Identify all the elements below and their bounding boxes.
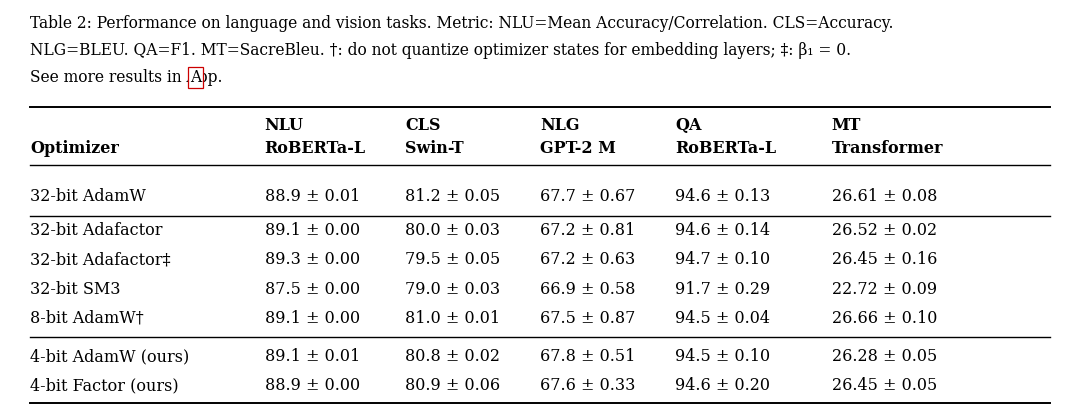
Text: 66.9 ± 0.58: 66.9 ± 0.58	[540, 281, 635, 297]
Text: 26.61 ± 0.08: 26.61 ± 0.08	[832, 189, 937, 205]
Text: 94.7 ± 0.10: 94.7 ± 0.10	[675, 251, 770, 268]
Text: 67.7 ± 0.67: 67.7 ± 0.67	[540, 189, 635, 205]
Text: 89.1 ± 0.00: 89.1 ± 0.00	[265, 310, 360, 327]
Text: 80.9 ± 0.06: 80.9 ± 0.06	[405, 377, 500, 394]
Text: 22.72 ± 0.09: 22.72 ± 0.09	[832, 281, 936, 297]
Text: 4-bit Factor (ours): 4-bit Factor (ours)	[30, 377, 179, 394]
Text: 88.9 ± 0.01: 88.9 ± 0.01	[265, 189, 360, 205]
Text: 94.6 ± 0.20: 94.6 ± 0.20	[675, 377, 770, 394]
Text: 67.8 ± 0.51: 67.8 ± 0.51	[540, 349, 635, 365]
Text: See more results in App.: See more results in App.	[30, 69, 228, 86]
Text: Optimizer: Optimizer	[30, 140, 119, 157]
Text: MT: MT	[832, 117, 861, 134]
Text: 32-bit SM3: 32-bit SM3	[30, 281, 121, 297]
Text: 32-bit Adafactor‡: 32-bit Adafactor‡	[30, 251, 171, 268]
Text: Table 2: Performance on language and vision tasks. Metric: NLU=Mean Accuracy/Cor: Table 2: Performance on language and vis…	[30, 15, 894, 31]
Text: A: A	[190, 69, 201, 86]
Text: 26.45 ± 0.05: 26.45 ± 0.05	[832, 377, 936, 394]
Text: 8-bit AdamW†: 8-bit AdamW†	[30, 310, 144, 327]
Text: 67.2 ± 0.81: 67.2 ± 0.81	[540, 222, 635, 239]
Text: NLU: NLU	[265, 117, 303, 134]
Text: 91.7 ± 0.29: 91.7 ± 0.29	[675, 281, 770, 297]
Text: NLG=BLEU. QA=F1. MT=SacreBleu. †: do not quantize optimizer states for embedding: NLG=BLEU. QA=F1. MT=SacreBleu. †: do not…	[30, 42, 851, 59]
Text: RoBERTa-L: RoBERTa-L	[675, 140, 777, 157]
Text: 32-bit Adafactor: 32-bit Adafactor	[30, 222, 163, 239]
Text: 67.6 ± 0.33: 67.6 ± 0.33	[540, 377, 635, 394]
Text: 94.6 ± 0.14: 94.6 ± 0.14	[675, 222, 770, 239]
Text: 32-bit AdamW: 32-bit AdamW	[30, 189, 146, 205]
Text: CLS: CLS	[405, 117, 441, 134]
Text: 79.0 ± 0.03: 79.0 ± 0.03	[405, 281, 500, 297]
Text: Transformer: Transformer	[832, 140, 943, 157]
Text: 26.66 ± 0.10: 26.66 ± 0.10	[832, 310, 937, 327]
Text: 94.6 ± 0.13: 94.6 ± 0.13	[675, 189, 770, 205]
Text: 94.5 ± 0.04: 94.5 ± 0.04	[675, 310, 770, 327]
Text: Swin-T: Swin-T	[405, 140, 463, 157]
Text: 81.2 ± 0.05: 81.2 ± 0.05	[405, 189, 500, 205]
Text: 26.28 ± 0.05: 26.28 ± 0.05	[832, 349, 936, 365]
Text: 81.0 ± 0.01: 81.0 ± 0.01	[405, 310, 500, 327]
Text: 67.2 ± 0.63: 67.2 ± 0.63	[540, 251, 635, 268]
Text: 4-bit AdamW (ours): 4-bit AdamW (ours)	[30, 349, 189, 365]
Text: 88.9 ± 0.00: 88.9 ± 0.00	[265, 377, 360, 394]
Text: 89.1 ± 0.01: 89.1 ± 0.01	[265, 349, 360, 365]
Text: 26.52 ± 0.02: 26.52 ± 0.02	[832, 222, 936, 239]
Text: 80.0 ± 0.03: 80.0 ± 0.03	[405, 222, 500, 239]
Text: 89.1 ± 0.00: 89.1 ± 0.00	[265, 222, 360, 239]
Text: 87.5 ± 0.00: 87.5 ± 0.00	[265, 281, 360, 297]
Text: 26.45 ± 0.16: 26.45 ± 0.16	[832, 251, 937, 268]
Text: 89.3 ± 0.00: 89.3 ± 0.00	[265, 251, 360, 268]
Text: 79.5 ± 0.05: 79.5 ± 0.05	[405, 251, 500, 268]
Text: 80.8 ± 0.02: 80.8 ± 0.02	[405, 349, 500, 365]
Text: 94.5 ± 0.10: 94.5 ± 0.10	[675, 349, 770, 365]
Text: NLG: NLG	[540, 117, 580, 134]
Text: GPT-2 M: GPT-2 M	[540, 140, 616, 157]
Text: QA: QA	[675, 117, 702, 134]
Text: 67.5 ± 0.87: 67.5 ± 0.87	[540, 310, 635, 327]
Text: RoBERTa-L: RoBERTa-L	[265, 140, 366, 157]
